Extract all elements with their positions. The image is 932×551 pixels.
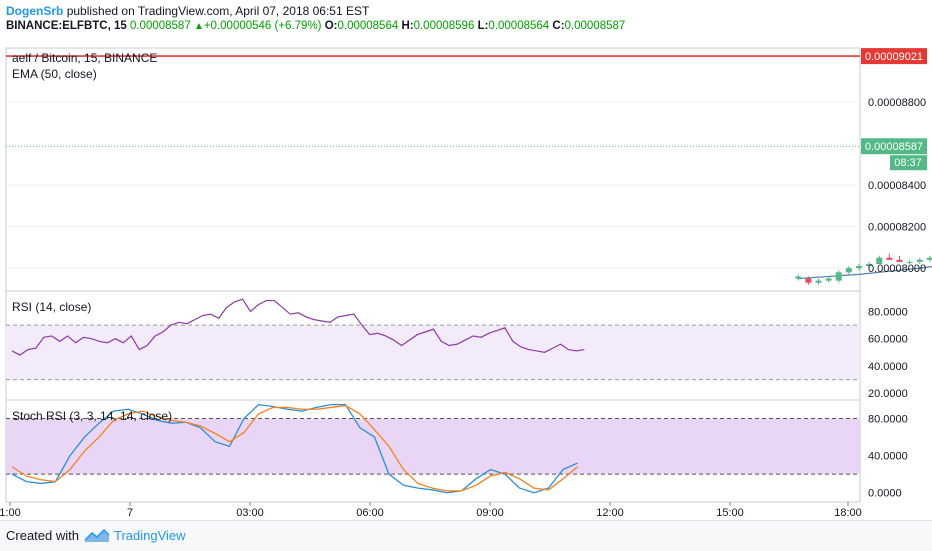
candle-body bbox=[896, 259, 903, 262]
open-label: O: bbox=[324, 20, 338, 32]
candle-body bbox=[825, 278, 832, 281]
ema-label: EMA (50, close) bbox=[12, 67, 97, 81]
chart-title: aelf / Bitcoin, 15, BINANCE bbox=[12, 51, 157, 65]
stoch-tick-label: 0.0000 bbox=[868, 488, 902, 500]
footer: Created with TradingView bbox=[0, 520, 932, 551]
price-tick-label: 0.00008800 bbox=[868, 97, 926, 109]
open-value: 0.00008564 bbox=[337, 20, 399, 32]
candle-body bbox=[795, 276, 802, 279]
rsi-line bbox=[11, 298, 585, 356]
resistance-price-label: 0.00009021 bbox=[865, 51, 923, 63]
candle-body bbox=[906, 261, 913, 263]
candle-body bbox=[805, 278, 812, 283]
countdown-tag bbox=[890, 155, 927, 171]
stoch-tick-label: 80.0000 bbox=[868, 414, 908, 426]
close-label: C: bbox=[552, 20, 565, 32]
price-change: +0.00000546 (+6.79%) bbox=[203, 20, 322, 32]
up-arrow-icon: ▲ bbox=[193, 21, 204, 32]
price-axes: 0.00009021 0.00008587 08:37 0.00008000 0.000… bbox=[861, 48, 927, 500]
chart-header: DogenSrb published on TradingView.com, A… bbox=[0, 0, 932, 40]
chart-area[interactable]: 1:00 7 03:00 06:00 09:00 12:00 15:00 18:00 0.00… bbox=[0, 40, 932, 520]
stoch-rsi-pane bbox=[6, 403, 860, 494]
candle-body bbox=[845, 268, 852, 273]
low-value: 0.00008564 bbox=[488, 20, 550, 32]
close-value: 0.00008587 bbox=[564, 20, 626, 32]
publish-info: published on TradingView.com, April 07, … bbox=[66, 4, 370, 18]
resistance-price-tag bbox=[861, 48, 927, 65]
time-tick-label: 12:00 bbox=[596, 507, 624, 519]
candle-body bbox=[856, 266, 862, 269]
rsi-band bbox=[6, 325, 860, 380]
low-label: L: bbox=[477, 20, 489, 32]
time-tick-label: 09:00 bbox=[476, 507, 504, 519]
candle-body bbox=[815, 280, 822, 283]
last-price-tag bbox=[861, 138, 927, 155]
symbol-label: BINANCE:ELFBTC, 15 bbox=[6, 20, 127, 32]
rsi-tick-label: 60.0000 bbox=[868, 334, 908, 346]
candle-body bbox=[926, 257, 932, 260]
rsi-pane bbox=[6, 298, 860, 381]
time-tick-label: 18:00 bbox=[834, 507, 862, 519]
tradingview-brand-link[interactable]: TradingView bbox=[114, 528, 186, 543]
publish-line: DogenSrb published on TradingView.com, A… bbox=[6, 4, 369, 18]
time-tick-label: 15:00 bbox=[716, 507, 744, 519]
countdown-label: 08:37 bbox=[894, 157, 922, 169]
rsi-tick-label: 20.0000 bbox=[868, 388, 908, 400]
price-pane bbox=[6, 55, 932, 285]
time-tick-label: 1:00 bbox=[0, 507, 21, 519]
candle-body bbox=[866, 264, 873, 267]
stoch-rsi-label: Stoch RSI (3, 3, 14, 14, close) bbox=[12, 409, 172, 423]
rsi-tick-label: 40.0000 bbox=[868, 361, 908, 373]
price-tick-label: 0.00008400 bbox=[868, 180, 926, 192]
last-price: 0.00008587 bbox=[129, 20, 191, 32]
tradingview-logo-icon bbox=[84, 528, 110, 542]
time-tick-label: 03:00 bbox=[236, 507, 264, 519]
created-with-text: Created with bbox=[6, 528, 79, 543]
price-tick-label: 0.00008200 bbox=[868, 222, 926, 234]
stoch-band bbox=[6, 418, 860, 475]
stoch-d-line bbox=[11, 404, 578, 492]
time-tick-label: 06:00 bbox=[356, 507, 384, 519]
rsi-tick-label: 80.0000 bbox=[868, 306, 908, 318]
author-link[interactable]: DogenSrb bbox=[6, 4, 64, 18]
stoch-k-line bbox=[11, 403, 578, 494]
price-tick-label: 0.00008000 bbox=[868, 263, 926, 275]
candle-body bbox=[876, 257, 883, 264]
time-tick-label: 7 bbox=[127, 507, 133, 519]
candle-body bbox=[835, 272, 842, 281]
candle-body bbox=[886, 257, 893, 260]
high-label: H: bbox=[401, 20, 414, 32]
time-axis: 1:00 7 03:00 06:00 09:00 12:00 15:00 18:00 bbox=[0, 502, 862, 519]
last-price-label: 0.00008587 bbox=[865, 141, 923, 153]
high-value: 0.00008596 bbox=[413, 20, 475, 32]
ohlc-line: BINANCE:ELFBTC, 15 0.00008587 ▲+0.000005… bbox=[6, 20, 625, 32]
candle-body bbox=[916, 259, 923, 262]
stoch-tick-label: 40.0000 bbox=[868, 451, 908, 463]
rsi-label: RSI (14, close) bbox=[12, 300, 91, 314]
